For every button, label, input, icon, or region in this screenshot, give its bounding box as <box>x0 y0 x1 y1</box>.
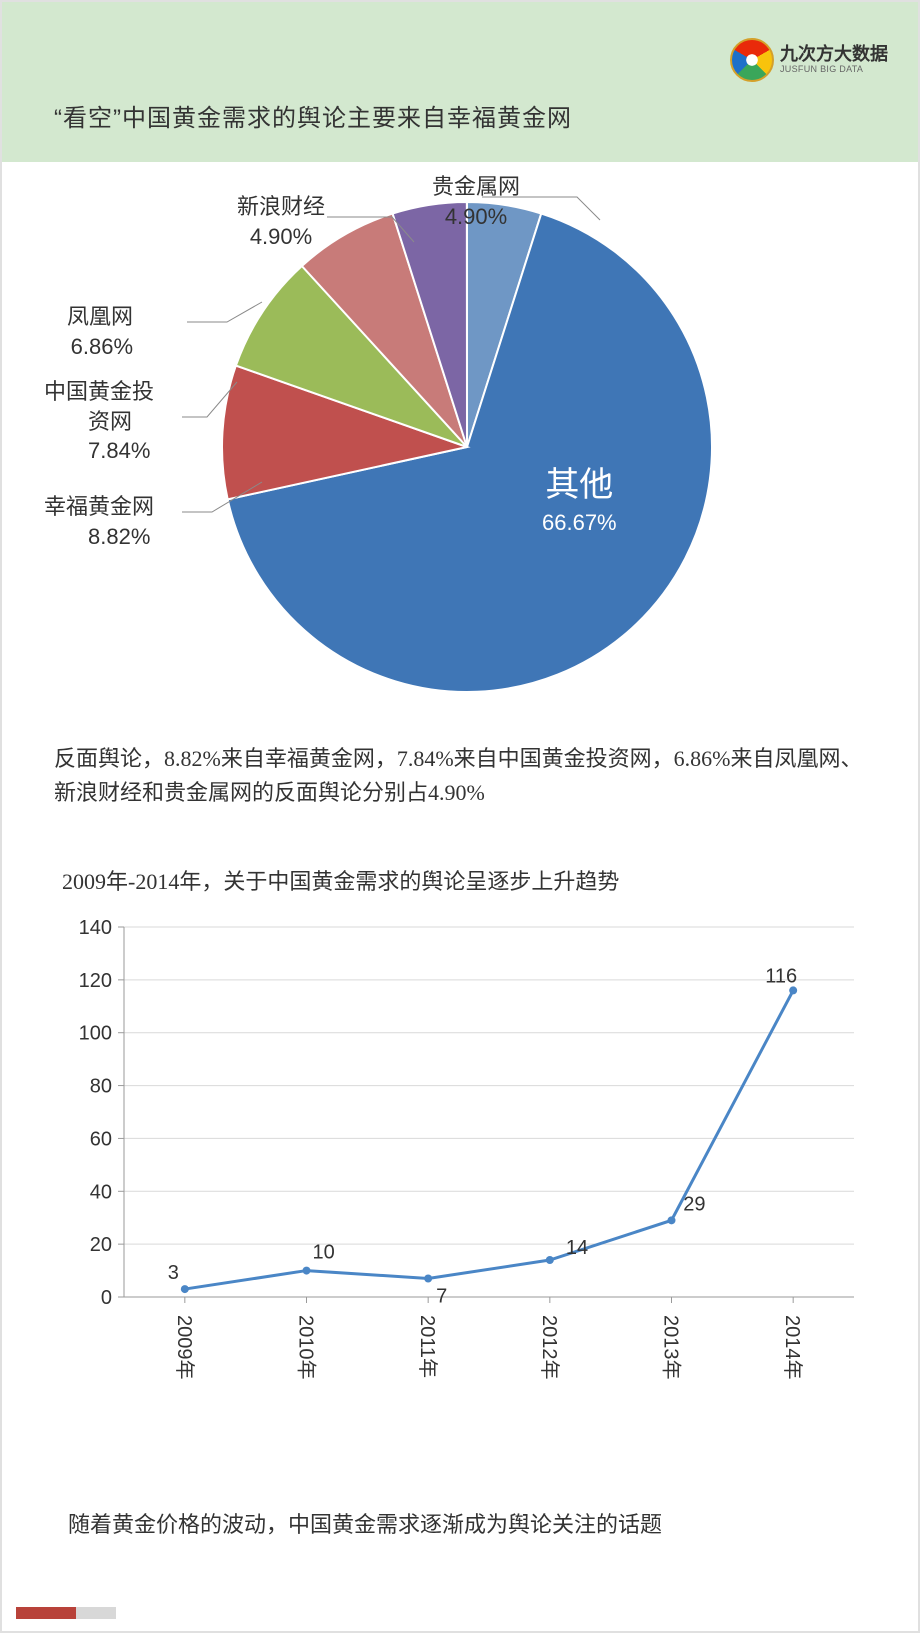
value-label: 14 <box>566 1237 588 1259</box>
value-label: 10 <box>313 1242 335 1264</box>
line-marker <box>546 1256 554 1264</box>
line-marker <box>303 1267 311 1275</box>
pie-label-sina: 新浪财经4.90% <box>237 192 325 251</box>
pie-label-guijinshu: 贵金属网4.90% <box>432 172 520 231</box>
value-label: 3 <box>168 1262 179 1284</box>
x-tick-label: 2014年 <box>781 1315 804 1380</box>
brand-name-en: JUSFUN BIG DATA <box>780 65 888 75</box>
line-marker <box>181 1285 189 1293</box>
y-tick-label: 60 <box>90 1128 112 1150</box>
y-tick-label: 120 <box>79 970 112 992</box>
value-label: 29 <box>683 1193 705 1215</box>
x-tick-label: 2012年 <box>538 1315 561 1380</box>
section2-title: 2009年-2014年，关于中国黄金需求的舆论呈逐步上升趋势 <box>62 864 619 896</box>
brand-logo: 九次方大数据 JUSFUN BIG DATA <box>730 38 888 82</box>
value-label: 116 <box>765 965 797 987</box>
line-svg: 0 20 40 60 80 100 120 140 2009年 2010年 2011年 2012年 20… <box>54 907 874 1437</box>
pie-label-zgtj: 中国黄金投 资网 7.84% <box>44 377 154 466</box>
value-label: 7 <box>436 1286 447 1308</box>
pie-center-label: 其他 66.67% <box>542 457 617 536</box>
brand-name-cn: 九次方大数据 <box>780 45 888 65</box>
y-tick-label: 40 <box>90 1181 112 1203</box>
line-marker <box>424 1275 432 1283</box>
x-tick-label: 2009年 <box>173 1315 196 1380</box>
line-marker <box>789 986 797 994</box>
y-tick-label: 20 <box>90 1234 112 1256</box>
line-caption: 随着黄金价格的波动，中国黄金需求逐渐成为舆论关注的话题 <box>68 1507 662 1539</box>
brand-logo-icon <box>730 38 774 82</box>
x-tick-label: 2011年 <box>416 1315 439 1378</box>
x-tick-label: 2010年 <box>295 1315 318 1380</box>
line-marker <box>668 1216 676 1224</box>
y-tick-label: 100 <box>79 1023 112 1045</box>
y-tick-label: 140 <box>79 917 112 939</box>
pie-label-ifeng: 凤凰网6.86% <box>67 302 133 361</box>
y-tick-label: 0 <box>101 1287 112 1309</box>
section1-title: “看空”中国黄金需求的舆论主要来自幸福黄金网 <box>54 98 572 133</box>
header-band <box>2 2 918 162</box>
x-tick-label: 2013年 <box>660 1315 683 1380</box>
y-tick-label: 80 <box>90 1076 112 1098</box>
pie-caption: 反面舆论，8.82%来自幸福黄金网，7.84%来自中国黄金投资网，6.86%来自… <box>54 742 866 810</box>
pie-chart: 贵金属网4.90% 新浪财经4.90% 凤凰网6.86% 中国黄金投 资网 7.… <box>2 162 918 722</box>
pie-label-xingfu: 幸福黄金网8.82% <box>44 492 154 551</box>
line-chart: 0 20 40 60 80 100 120 140 2009年 2010年 2011年 2012年 20… <box>54 907 874 1437</box>
pie-leader-line <box>187 302 262 322</box>
pie-svg <box>182 172 752 722</box>
footer-accent-bar <box>16 1607 116 1619</box>
